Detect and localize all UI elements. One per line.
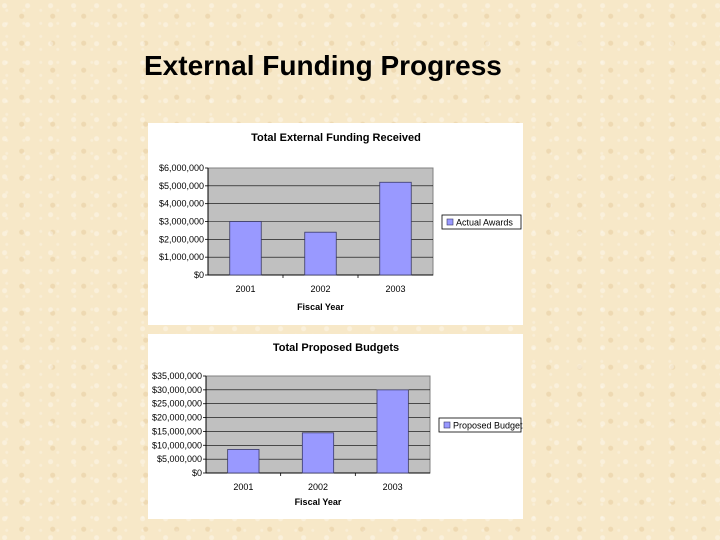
funding-xtick-label: 2003 — [385, 284, 405, 294]
budgets-ytick-label: $5,000,000 — [157, 454, 202, 464]
funding-bar-2003 — [379, 181, 412, 276]
funding-xtick-label: 2002 — [310, 284, 330, 294]
budgets-legend-swatch — [443, 421, 451, 429]
funding-xtick-label: 2001 — [235, 284, 255, 294]
funding-legend-label: Actual Awards — [456, 218, 513, 228]
budgets-title: Total Proposed Budgets — [273, 342, 399, 354]
budgets-bar-2003 — [376, 389, 409, 474]
budgets-bar-2001 — [227, 449, 260, 474]
funding-ytick-label: $5,000,000 — [159, 181, 204, 191]
funding-ytick-label: $0 — [194, 270, 204, 280]
budgets-ytick-label: $15,000,000 — [152, 426, 202, 436]
budgets-xtick-label: 2003 — [383, 482, 403, 492]
funding-ytick-label: $6,000,000 — [159, 163, 204, 173]
budgets-bar-2002 — [301, 432, 335, 474]
budgets-ytick-label: $30,000,000 — [152, 385, 202, 395]
funding-bar-2001 — [229, 221, 262, 276]
proposed-budgets-chart: Total Proposed Budgets $35,000,000 $30,000… — [148, 334, 523, 519]
funding-ytick-label: $3,000,000 — [159, 217, 204, 227]
funding-received-chart: Total External Funding Received $6,000,00… — [148, 123, 523, 325]
funding-received-chart-svg: Total External Funding Received $6,000,00… — [159, 132, 522, 312]
funding-ytick-label: $4,000,000 — [159, 199, 204, 209]
budgets-legend-box — [438, 417, 522, 433]
budgets-ytick-label: $0 — [192, 468, 202, 478]
funding-ytick-label: $2,000,000 — [159, 234, 204, 244]
budgets-ytick-label: $35,000,000 — [152, 371, 202, 381]
budgets-ytick-label: $10,000,000 — [152, 440, 202, 450]
budgets-ytick-label: $25,000,000 — [152, 399, 202, 409]
budgets-xtick-label: 2001 — [233, 482, 253, 492]
budgets-xtick-label: 2002 — [308, 482, 328, 492]
funding-title: Total External Funding Received — [251, 132, 421, 144]
proposed-budgets-chart-svg: Total Proposed Budgets $35,000,000 $30,000… — [152, 342, 523, 507]
budgets-ytick-label: $20,000,000 — [152, 413, 202, 423]
slide-title: External Funding Progress — [144, 50, 502, 81]
budgets-legend-label: Proposed Budgets — [453, 421, 523, 431]
funding-bar-2002 — [304, 231, 337, 276]
funding-ytick-label: $1,000,000 — [159, 252, 204, 262]
funding-legend-swatch — [446, 218, 454, 226]
funding-legend-box — [441, 214, 522, 230]
budgets-xlabel: Fiscal Year — [295, 497, 342, 507]
funding-xlabel: Fiscal Year — [297, 302, 344, 312]
